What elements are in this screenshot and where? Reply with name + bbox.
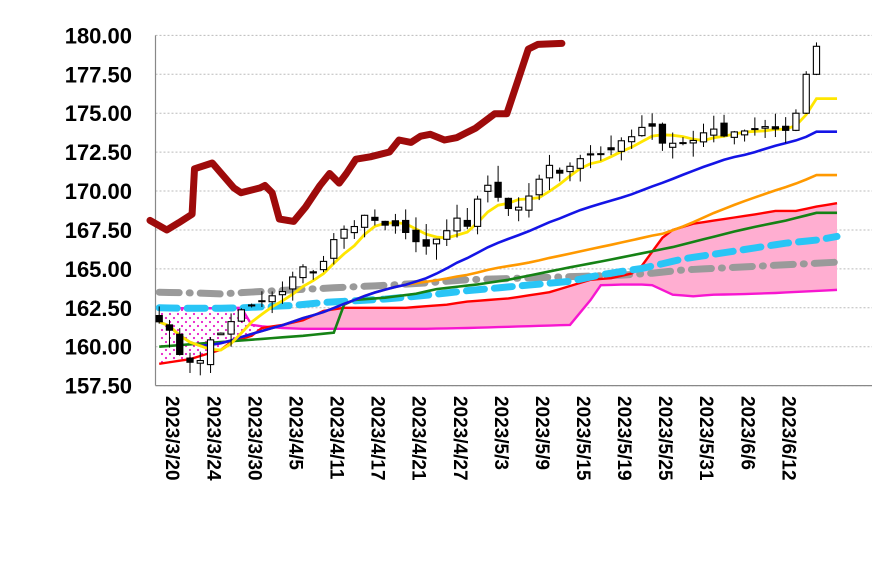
svg-text:2023/3/20: 2023/3/20 [161,396,182,481]
svg-text:162.50: 162.50 [65,296,132,321]
svg-text:167.50: 167.50 [65,218,132,243]
svg-text:180.00: 180.00 [65,23,132,48]
svg-text:2023/4/21: 2023/4/21 [408,396,429,481]
svg-text:2023/3/24: 2023/3/24 [202,396,223,481]
svg-text:2023/5/31: 2023/5/31 [695,396,716,481]
svg-text:157.50: 157.50 [65,374,132,399]
svg-text:160.00: 160.00 [65,335,132,360]
svg-text:165.00: 165.00 [65,257,132,282]
svg-text:2023/4/5: 2023/4/5 [284,396,305,470]
svg-text:2023/4/11: 2023/4/11 [326,396,347,480]
svg-text:177.50: 177.50 [65,62,132,87]
svg-text:175.00: 175.00 [65,101,132,126]
svg-text:2023/6/6: 2023/6/6 [736,396,757,470]
svg-text:2023/5/9: 2023/5/9 [531,396,552,470]
svg-text:2023/5/15: 2023/5/15 [572,396,593,481]
svg-text:2023/5/25: 2023/5/25 [654,396,675,481]
svg-text:2023/6/12: 2023/6/12 [777,396,798,481]
svg-text:2023/5/19: 2023/5/19 [613,396,634,481]
svg-text:2023/5/3: 2023/5/3 [490,396,511,470]
svg-text:2023/4/17: 2023/4/17 [367,396,388,481]
svg-text:2023/3/30: 2023/3/30 [243,396,264,481]
svg-text:2023/4/27: 2023/4/27 [449,396,470,481]
svg-text:170.00: 170.00 [65,179,132,204]
svg-text:172.50: 172.50 [65,140,132,165]
